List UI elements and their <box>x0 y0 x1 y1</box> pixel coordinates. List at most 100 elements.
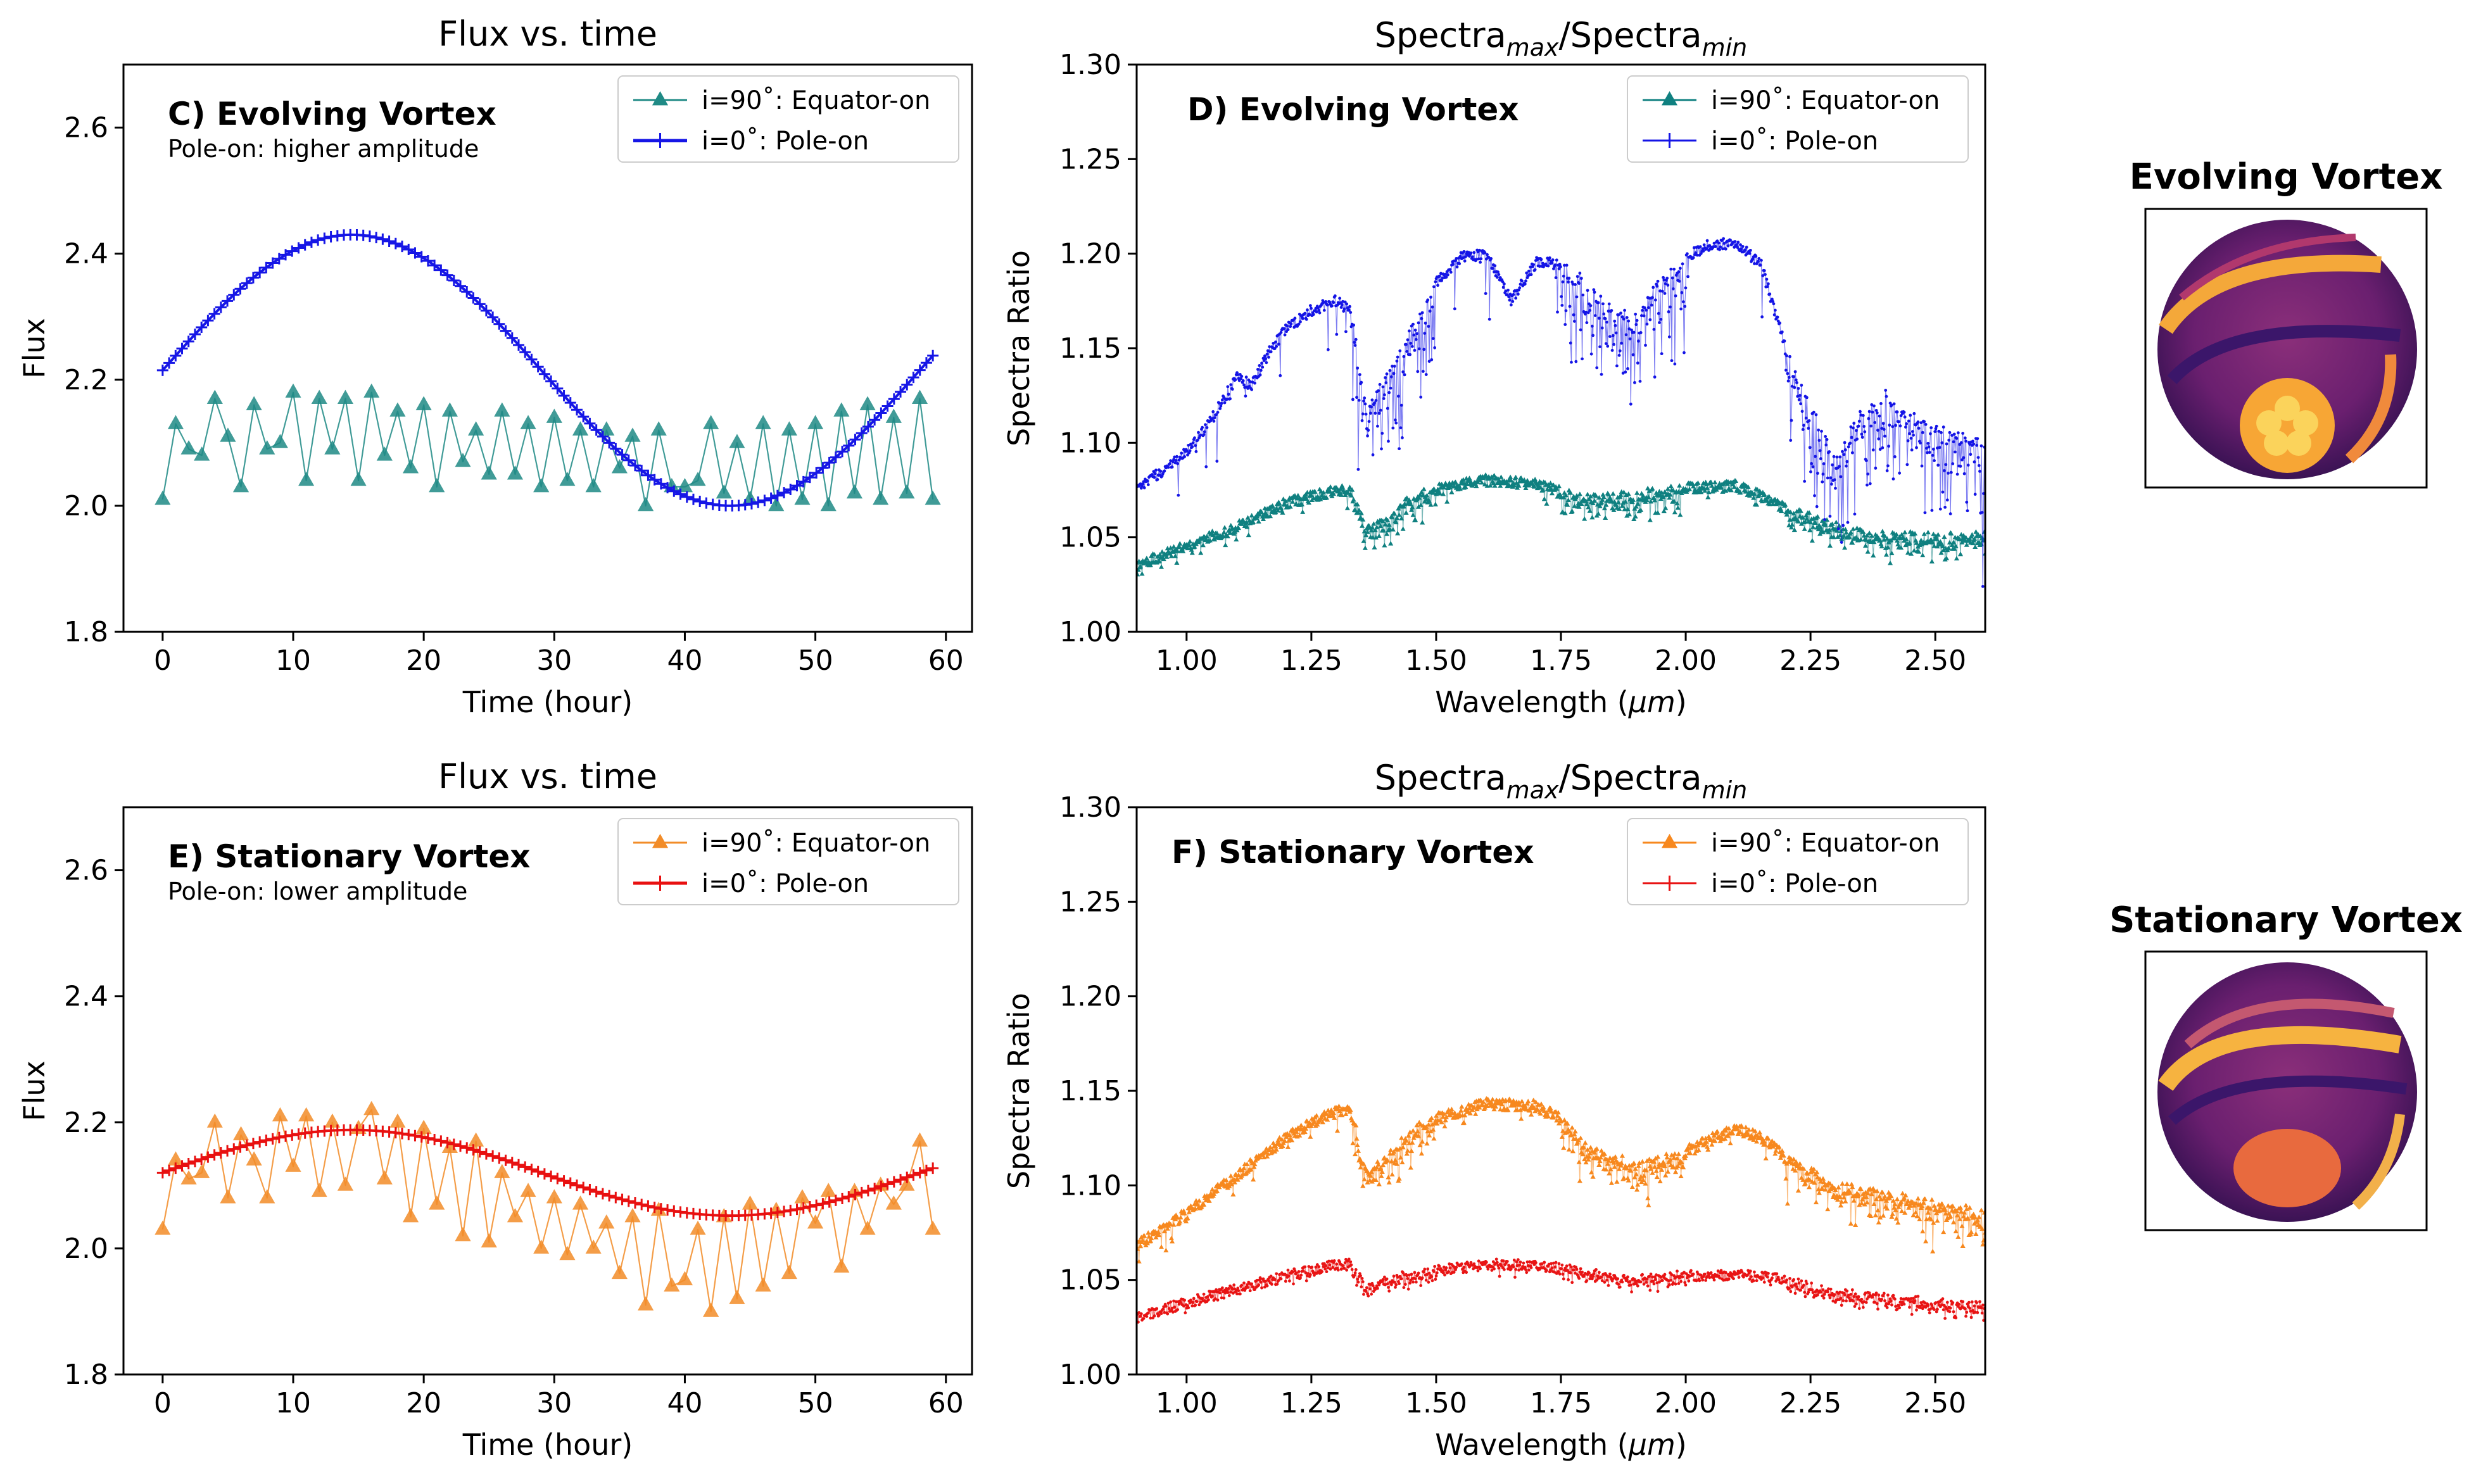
data-point <box>1423 332 1427 335</box>
data-point <box>1356 1278 1360 1281</box>
data-point <box>1385 517 1391 522</box>
data-point <box>1660 494 1666 499</box>
data-point <box>1586 311 1590 315</box>
thumbnail-evolving-vortex: Evolving Vortex <box>2130 156 2442 489</box>
data-point <box>1825 437 1829 441</box>
data-point <box>1337 486 1343 491</box>
data-point <box>1603 502 1609 507</box>
data-point <box>1671 1155 1677 1160</box>
data-point <box>1174 459 1178 462</box>
data-point <box>1635 501 1641 506</box>
data-point <box>1969 453 1973 456</box>
data-point <box>1883 434 1886 438</box>
y-tick-label: 2.2 <box>64 364 108 396</box>
data-point <box>1949 542 1955 548</box>
data-point <box>1555 1110 1561 1115</box>
data-point <box>1582 1156 1588 1162</box>
data-point <box>1516 1258 1520 1262</box>
data-point <box>1572 1129 1578 1134</box>
data-point <box>572 1195 589 1210</box>
data-point <box>1384 376 1387 379</box>
data-point <box>1220 1286 1224 1290</box>
data-point <box>474 298 486 310</box>
data-point <box>807 415 824 429</box>
data-point <box>1349 1263 1353 1267</box>
data-point <box>1531 484 1537 489</box>
data-point <box>1472 1262 1476 1266</box>
data-point <box>1762 1142 1768 1147</box>
data-point <box>1836 1185 1841 1190</box>
data-point <box>538 1168 550 1180</box>
data-point <box>1376 533 1382 538</box>
data-point <box>1776 1144 1782 1149</box>
data-point <box>1608 498 1614 503</box>
data-point <box>1591 498 1598 503</box>
data-point <box>1729 238 1733 242</box>
data-point <box>1252 1161 1258 1167</box>
data-point <box>1572 503 1577 508</box>
data-point <box>1954 450 1957 454</box>
data-point <box>1912 433 1916 437</box>
legend-box <box>617 75 959 163</box>
data-point <box>1788 355 1791 358</box>
data-point <box>1441 277 1444 280</box>
data-point <box>1280 1143 1285 1148</box>
data-point <box>494 402 510 417</box>
y-tick-label: 1.10 <box>1059 427 1121 459</box>
data-point <box>1793 1167 1798 1173</box>
data-point <box>1678 267 1682 270</box>
data-point <box>1360 1276 1364 1280</box>
data-point <box>1406 338 1410 342</box>
data-point <box>1709 1141 1715 1147</box>
data-point <box>1487 482 1493 488</box>
data-point <box>1400 1145 1406 1150</box>
data-point <box>1401 436 1404 439</box>
data-point <box>1919 441 1922 445</box>
data-point <box>1251 1164 1257 1169</box>
data-point <box>1827 1287 1830 1291</box>
data-point <box>1581 357 1584 361</box>
data-point <box>1835 1197 1841 1202</box>
data-point <box>1251 1285 1255 1289</box>
data-point <box>1361 1161 1367 1166</box>
data-point <box>1318 496 1323 501</box>
x-axis-label: Time (hour) <box>462 685 633 719</box>
data-point <box>833 1258 850 1273</box>
data-point <box>1554 276 1558 280</box>
data-point <box>1420 520 1425 525</box>
data-point <box>1902 1210 1908 1215</box>
data-point <box>584 1183 596 1195</box>
data-point <box>1399 403 1403 407</box>
data-point <box>585 478 602 493</box>
data-point <box>797 1202 809 1214</box>
data-point <box>1627 327 1631 330</box>
data-point <box>1861 413 1865 417</box>
data-point <box>370 232 382 244</box>
data-point <box>1838 455 1842 459</box>
data-point <box>778 1205 790 1217</box>
data-point <box>1691 1273 1695 1276</box>
data-point <box>1902 1302 1906 1306</box>
data-point <box>180 440 197 455</box>
data-point <box>1814 413 1818 417</box>
data-point <box>1916 1295 1920 1298</box>
data-point <box>1635 318 1639 322</box>
data-point <box>1617 313 1620 317</box>
data-point <box>1686 275 1689 279</box>
x-tick-label: 2.00 <box>1655 1387 1717 1419</box>
legend-box <box>617 818 959 905</box>
data-point <box>1934 427 1938 431</box>
data-point <box>1504 289 1508 293</box>
y-tick-label: 1.05 <box>1059 522 1121 554</box>
data-point <box>1396 355 1399 359</box>
data-point <box>1948 512 1952 515</box>
data-point <box>1973 1214 1978 1219</box>
data-point <box>1588 1145 1593 1150</box>
data-point <box>1159 469 1163 473</box>
data-point <box>1390 527 1396 532</box>
data-point <box>1667 335 1671 339</box>
data-point <box>1647 517 1653 522</box>
data-point <box>1270 1147 1275 1152</box>
thumbnail-title: Stationary Vortex <box>2109 900 2463 941</box>
data-point <box>1942 469 1946 472</box>
